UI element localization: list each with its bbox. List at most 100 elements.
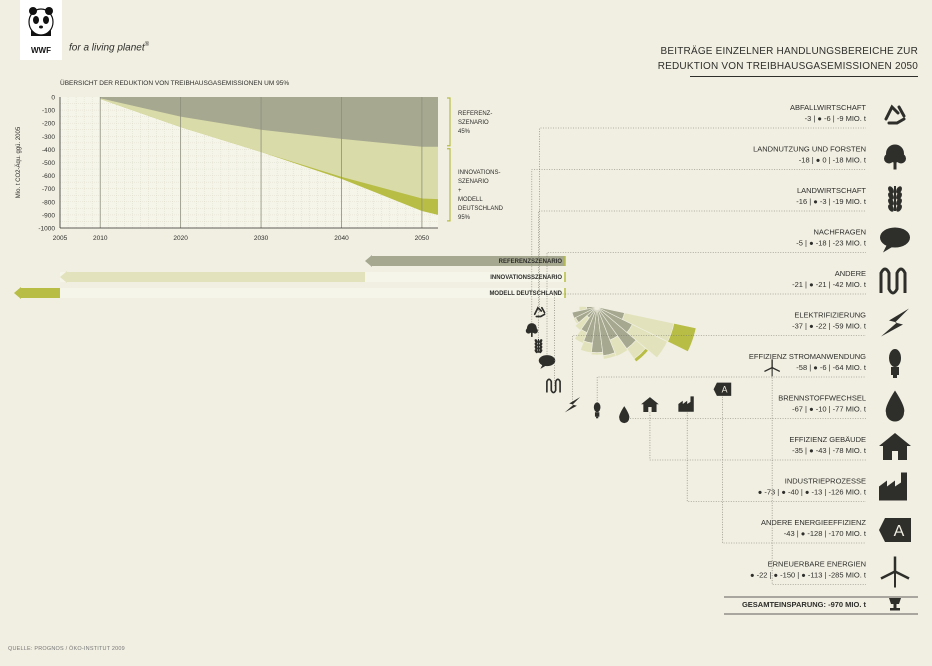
segment-modell-deutschland	[667, 323, 697, 353]
annotation-referenz: REFERENZ-	[458, 111, 492, 117]
legend-label: REFERENZSZENARIO	[499, 259, 563, 265]
category-name: EFFIZIENZ STROMANWENDUNG	[749, 352, 866, 361]
category-name: ELEKTRIFIZIERUNG	[794, 311, 866, 320]
leader-line	[572, 335, 866, 405]
annotation-referenz: 45%	[458, 129, 471, 135]
annotation-referenz: SZENARIO	[458, 120, 489, 126]
category-row: INDUSTRIEPROZESSE ● -73 | ● -40 | ● -13 |…	[678, 396, 907, 502]
trophy-icon	[889, 598, 901, 611]
category-values: -3 | ● -6 | -9 MIO. t	[805, 114, 867, 123]
category-row: ELEKTRIFIZIERUNG -37 | ● -22 | -59 MIO. t	[564, 308, 909, 413]
drop-icon	[885, 390, 905, 422]
recycle-icon-small	[533, 306, 546, 318]
title-divider	[690, 76, 918, 77]
speech-bubble-icon-small	[538, 355, 556, 369]
svg-text:A: A	[894, 523, 905, 540]
annotation-innovation: DEUTSCHLAND	[458, 206, 504, 212]
y-axis-label: Mio. t CO2-Äqu. ggü. 2005	[15, 126, 22, 198]
area-chart-title: ÜBERSICHT DER REDUKTION VON TREIBHAUSGAS…	[60, 79, 289, 87]
y-tick-label: -700	[42, 186, 55, 193]
category-values: -58 | ● -6 | -64 MIO. t	[796, 363, 867, 372]
category-name: ERNEUERBARE ENERGIEN	[768, 560, 866, 569]
title-line-1: BEITRÄGE EINZELNER HANDLUNGSBEREICHE ZUR	[660, 46, 918, 57]
segment-innovationsszenario	[590, 352, 604, 356]
category-row: BRENNSTOFFWECHSEL -67 | ● -10 | -77 MIO. …	[619, 390, 905, 424]
category-name: ABFALLWIRTSCHAFT	[790, 103, 866, 112]
y-tick-label: -600	[42, 173, 55, 180]
category-values: -5 | ● -18 | -23 MIO. t	[796, 239, 867, 248]
recycle-icon	[884, 104, 906, 125]
title-line-2: REDUKTION VON TREIBHAUSGASEMISSIONEN 205…	[657, 61, 918, 72]
leader-line	[649, 404, 866, 461]
category-row: EFFIZIENZ STROMANWENDUNG -58 | ● -6 | -64…	[593, 349, 901, 419]
leader-line	[623, 414, 866, 419]
bracket-referenz	[447, 97, 451, 147]
category-values: -18 | ● 0 | -18 MIO. t	[799, 156, 867, 165]
panda-icon	[28, 7, 54, 36]
y-tick-label: -400	[42, 147, 55, 154]
legend-label: MODELL DEUTSCHLAND	[489, 291, 562, 297]
total-label: GESAMTEINSPARUNG: -970 MIO. t	[742, 600, 867, 609]
bulb-icon	[889, 349, 901, 378]
category-name: ANDERE ENERGIEEFFIZIENZ	[761, 518, 866, 527]
wheat-icon-small	[534, 339, 543, 354]
drop-icon-small	[619, 406, 630, 424]
category-name: BRENNSTOFFWECHSEL	[778, 394, 866, 403]
x-tick-label: 2010	[93, 235, 108, 242]
annotation-innovation: 95%	[458, 215, 471, 221]
tagline: for a living planet®	[69, 42, 150, 54]
category-name: EFFIZIENZ GEBÄUDE	[789, 435, 866, 444]
legend-arrow	[365, 255, 565, 267]
y-tick-label: -100	[42, 108, 55, 115]
y-tick-label: -300	[42, 134, 55, 141]
category-row: LANDNUTZUNG UND FORSTEN -18 | ● 0 | -18 M…	[525, 144, 906, 337]
tree-icon-small	[525, 323, 538, 337]
y-tick-label: -900	[42, 212, 55, 219]
x-tick-label: 2030	[254, 235, 269, 242]
legend-track	[60, 256, 565, 266]
y-tick-label: -500	[42, 160, 55, 167]
category-row: LANDWIRTSCHAFT -16 | ● -3 | -19 MIO. t	[534, 186, 902, 354]
category-name: INDUSTRIEPROZESSE	[785, 477, 866, 486]
coil-icon-small	[546, 378, 561, 394]
category-row: ABFALLWIRTSCHAFT -3 | ● -6 | -9 MIO. t	[533, 103, 906, 318]
page-title: BEITRÄGE EINZELNER HANDLUNGSBEREICHE ZUR…	[618, 44, 918, 74]
annotation-innovation: SZENARIO	[458, 179, 489, 185]
source-note: QUELLE: PROGNOS / ÖKO-INSTITUT 2009	[8, 646, 125, 652]
wind-turbine-icon-small	[764, 359, 781, 377]
category-row: ERNEUERBARE ENERGIEN ● -22 | ● -150 | ● -…	[750, 359, 910, 588]
category-name: ANDERE	[835, 269, 866, 278]
bracket-innovation	[447, 148, 451, 222]
category-row: ANDERE -21 | ● -21 | -42 MIO. t	[546, 267, 907, 394]
annotation-innovation: INNOVATIONS-	[458, 170, 500, 176]
factory-icon	[879, 472, 907, 501]
factory-icon-small	[678, 396, 694, 412]
annotation-innovation: +	[458, 188, 462, 194]
leader-line	[686, 405, 866, 502]
energy-label-icon: A	[879, 518, 911, 542]
category-name: LANDNUTZUNG UND FORSTEN	[753, 145, 866, 154]
category-values: -43 | ● -128 | -170 MIO. t	[784, 529, 867, 538]
annotation-innovation: MODELL	[458, 197, 483, 203]
radial-contribution-chart: REFERENZSZENARIO INNOVATIONSSZENARIO MODEL…	[14, 255, 697, 363]
area-referenzszenario	[100, 97, 438, 147]
tree-icon	[884, 144, 906, 170]
legend-track	[60, 288, 565, 298]
leader-line	[596, 376, 866, 411]
legend-label: INNOVATIONSSZENARIO	[490, 275, 562, 281]
category-values: -35 | ● -43 | -78 MIO. t	[792, 446, 867, 455]
category-values: ● -22 | ● -150 | ● -113 | -285 MIO. t	[750, 571, 867, 580]
category-row: EFFIZIENZ GEBÄUDE -35 | ● -43 | -78 MIO. …	[641, 397, 911, 461]
house-icon	[879, 433, 911, 460]
category-values: -21 | ● -21 | -42 MIO. t	[792, 280, 867, 289]
x-tick-label: 2020	[173, 235, 188, 242]
category-row: NACHFRAGEN -5 | ● -18 | -23 MIO. t	[538, 227, 910, 369]
lightning-icon	[881, 308, 909, 337]
category-values: ● -73 | ● -40 | ● -13 | -126 MIO. t	[758, 488, 867, 497]
svg-text:A: A	[722, 385, 728, 395]
category-row: ANDERE ENERGIEEFFIZIENZ -43 | ● -128 | -1…	[713, 382, 911, 544]
bulb-icon-small	[593, 402, 601, 419]
category-values: -67 | ● -10 | -77 MIO. t	[792, 405, 867, 414]
category-values: -16 | ● -3 | -19 MIO. t	[796, 197, 867, 206]
